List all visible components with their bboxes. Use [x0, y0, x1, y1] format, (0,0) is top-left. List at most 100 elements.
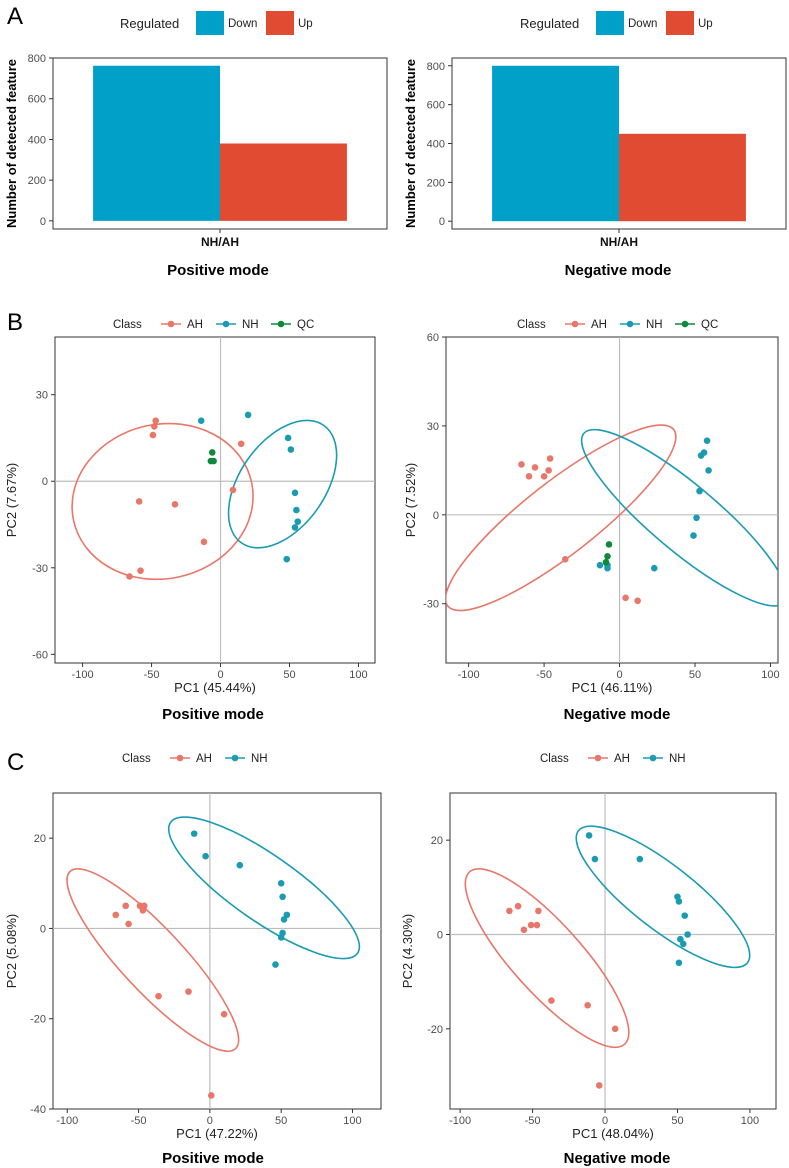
point-nh	[703, 437, 711, 445]
point-ah	[151, 423, 158, 430]
x-tick-label: 100	[343, 1115, 361, 1127]
point-nh	[650, 564, 658, 572]
plot-frame	[52, 792, 382, 1110]
y-tick-label: 0	[439, 216, 445, 228]
legend-title: Class	[540, 753, 569, 765]
point-ah	[520, 926, 528, 934]
bar-down	[93, 65, 220, 221]
confidence-ellipse-ah	[66, 868, 240, 1053]
point-nh	[677, 935, 684, 943]
y-axis-title: Number of detected feature	[403, 59, 418, 228]
bar-up	[220, 143, 347, 221]
y-tick-label: 200	[427, 177, 445, 189]
x-tick-label: -50	[144, 669, 160, 681]
legend-label-nh: NH	[669, 753, 686, 765]
point-nh	[202, 852, 209, 860]
x-tick-label: 50	[283, 669, 295, 681]
legend: Class AH NH	[540, 753, 686, 765]
point-nh	[684, 931, 691, 938]
y-tick-label: 20	[34, 833, 46, 845]
y-tick-label: 400	[28, 134, 46, 146]
legend-title: Class	[113, 319, 142, 331]
point-ah	[506, 907, 513, 915]
legend-label-ah: AH	[614, 753, 630, 765]
legend-label-nh: NH	[242, 319, 259, 331]
legend-label-up: Up	[698, 18, 713, 30]
legend-label-qc: QC	[297, 319, 314, 331]
chart-subtitle: Negative mode	[564, 706, 671, 723]
point-qc	[602, 558, 610, 566]
point-nh	[675, 898, 683, 905]
x-tick-label: 0	[602, 1115, 608, 1127]
point-nh	[679, 940, 687, 948]
point-nh	[675, 959, 683, 967]
point-nh	[681, 912, 689, 919]
legend-title: Regulated	[520, 16, 579, 31]
confidence-ellipse-nh	[227, 419, 338, 549]
y-tick-label: 0	[40, 923, 46, 935]
y-tick-label: 800	[427, 61, 445, 73]
x-tick-label: 50	[689, 669, 701, 681]
x-axis-title: PC1 (45.44%)	[174, 680, 256, 695]
legend: Class AH NH QC	[517, 319, 718, 331]
point-nh	[596, 561, 604, 569]
y-axis-title: PC2 (4.30%)	[400, 914, 415, 988]
chart-subtitle: Positive mode	[162, 1150, 264, 1167]
chart-subtitle: Positive mode	[162, 706, 264, 723]
legend-label-ah: AH	[196, 753, 212, 765]
legend-title: Class	[122, 753, 151, 765]
x-tick-label: 0	[217, 669, 223, 681]
legend-label-nh: NH	[251, 753, 268, 765]
y-tick-label: -60	[32, 649, 48, 661]
legend-label-nh: NH	[646, 319, 663, 331]
point-ah	[185, 988, 192, 995]
point-ah	[545, 467, 552, 474]
y-tick-label: -20	[30, 1014, 46, 1026]
point-ah	[135, 498, 143, 505]
legend-dot-qc	[681, 320, 689, 328]
x-tick-label: -50	[131, 1115, 147, 1127]
point-qc	[605, 541, 613, 548]
ellipse-layer	[464, 825, 751, 1049]
panel-label-B: B	[7, 309, 23, 336]
point-nh	[591, 855, 599, 863]
point-nh	[585, 832, 593, 839]
chart-subtitle: Negative mode	[564, 1150, 671, 1167]
point-qc	[604, 553, 611, 560]
legend-dot-nh	[626, 320, 634, 328]
panel-label-A: A	[7, 3, 23, 30]
point-nh	[293, 506, 300, 514]
point-ah	[171, 501, 179, 508]
chart-C2: -100 -50 0 50 100 -20 0 20 PC1 (48.04%) PC2 (4.30…	[400, 753, 777, 1167]
point-nh	[291, 524, 299, 531]
y-tick-label: 200	[28, 175, 46, 187]
point-ah	[137, 567, 144, 574]
legend-dot-ah	[571, 320, 579, 328]
y-axis-title: PC2 (7.52%)	[403, 463, 418, 537]
point-nh	[244, 411, 252, 419]
point-nh	[197, 417, 205, 424]
point-ah	[149, 431, 157, 439]
point-ah	[126, 573, 133, 580]
x-category-label: NH/AH	[201, 235, 239, 249]
bar-down	[492, 65, 619, 222]
point-nh	[283, 555, 291, 563]
point-ah	[548, 997, 555, 1004]
ellipse-layer	[71, 419, 338, 581]
confidence-ellipse-nh	[167, 816, 361, 960]
point-ah	[622, 594, 629, 602]
legend: Regulated Down Up	[520, 11, 713, 35]
legend-dot-ah	[167, 320, 175, 328]
x-tick-label: -100	[72, 669, 94, 681]
legend: Class AH NH QC	[113, 319, 314, 331]
point-nh	[294, 518, 302, 525]
point-ah	[533, 921, 541, 929]
ellipse-layer	[66, 816, 361, 1053]
legend-title: Class	[517, 319, 546, 331]
x-tick-label: 100	[761, 669, 779, 681]
point-ah	[546, 455, 554, 462]
x-tick-label: 0	[207, 1115, 213, 1127]
chart-B1: -100 -50 0 50 100 -60 -30 0 30 PC1 (45.44%) PC2 (7…	[4, 319, 376, 723]
point-nh	[280, 916, 288, 923]
x-tick-label: 50	[275, 1115, 287, 1127]
